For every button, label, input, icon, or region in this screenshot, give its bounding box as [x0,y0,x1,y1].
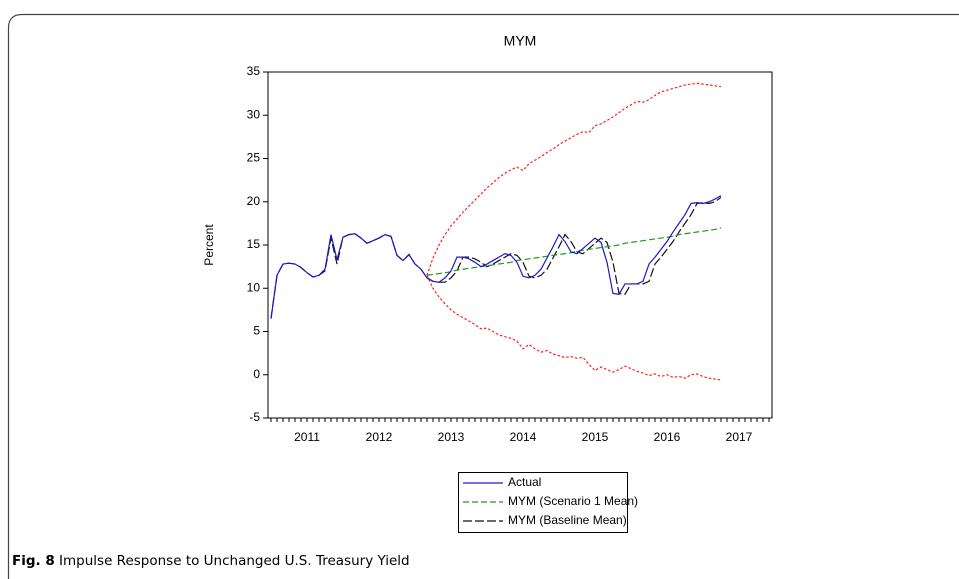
y-tick-label: 30 [247,107,261,121]
x-tick-label: 2011 [294,430,320,444]
x-tick-label: 2017 [726,430,753,444]
legend-label: Actual [508,475,541,489]
series-line [270,195,722,319]
caption-label: Fig. 8 [12,553,55,569]
series-line [426,227,722,276]
x-tick-label: 2012 [366,430,393,444]
card-border [7,13,959,579]
y-tick-label: 25 [247,151,261,165]
x-tick-label: 2015 [582,430,609,444]
y-axis-label: Percent [202,224,216,266]
x-tick-label: 2016 [654,430,681,444]
y-tick-label: 5 [253,324,260,338]
y-tick-label: 0 [253,367,260,381]
legend-label: MYM (Scenario 1 Mean) [508,494,638,508]
y-tick-label: 35 [247,64,261,78]
y-tick-label: -5 [249,410,260,424]
chart-title: MYM [504,33,537,49]
y-tick-label: 20 [247,194,261,208]
caption: Fig. 8 Impulse Response to Unchanged U.S… [12,553,410,569]
y-tick-label: 10 [247,280,261,294]
y-tick-label: 15 [247,237,261,251]
plot-frame [267,71,773,419]
caption-text: Impulse Response to Unchanged U.S. Treas… [59,553,410,569]
x-tick-label: 2014 [510,430,537,444]
series-line [426,275,722,381]
x-tick-label: 2013 [438,430,465,444]
series-line [426,82,722,276]
legend-label: MYM (Baseline Mean) [508,513,627,527]
